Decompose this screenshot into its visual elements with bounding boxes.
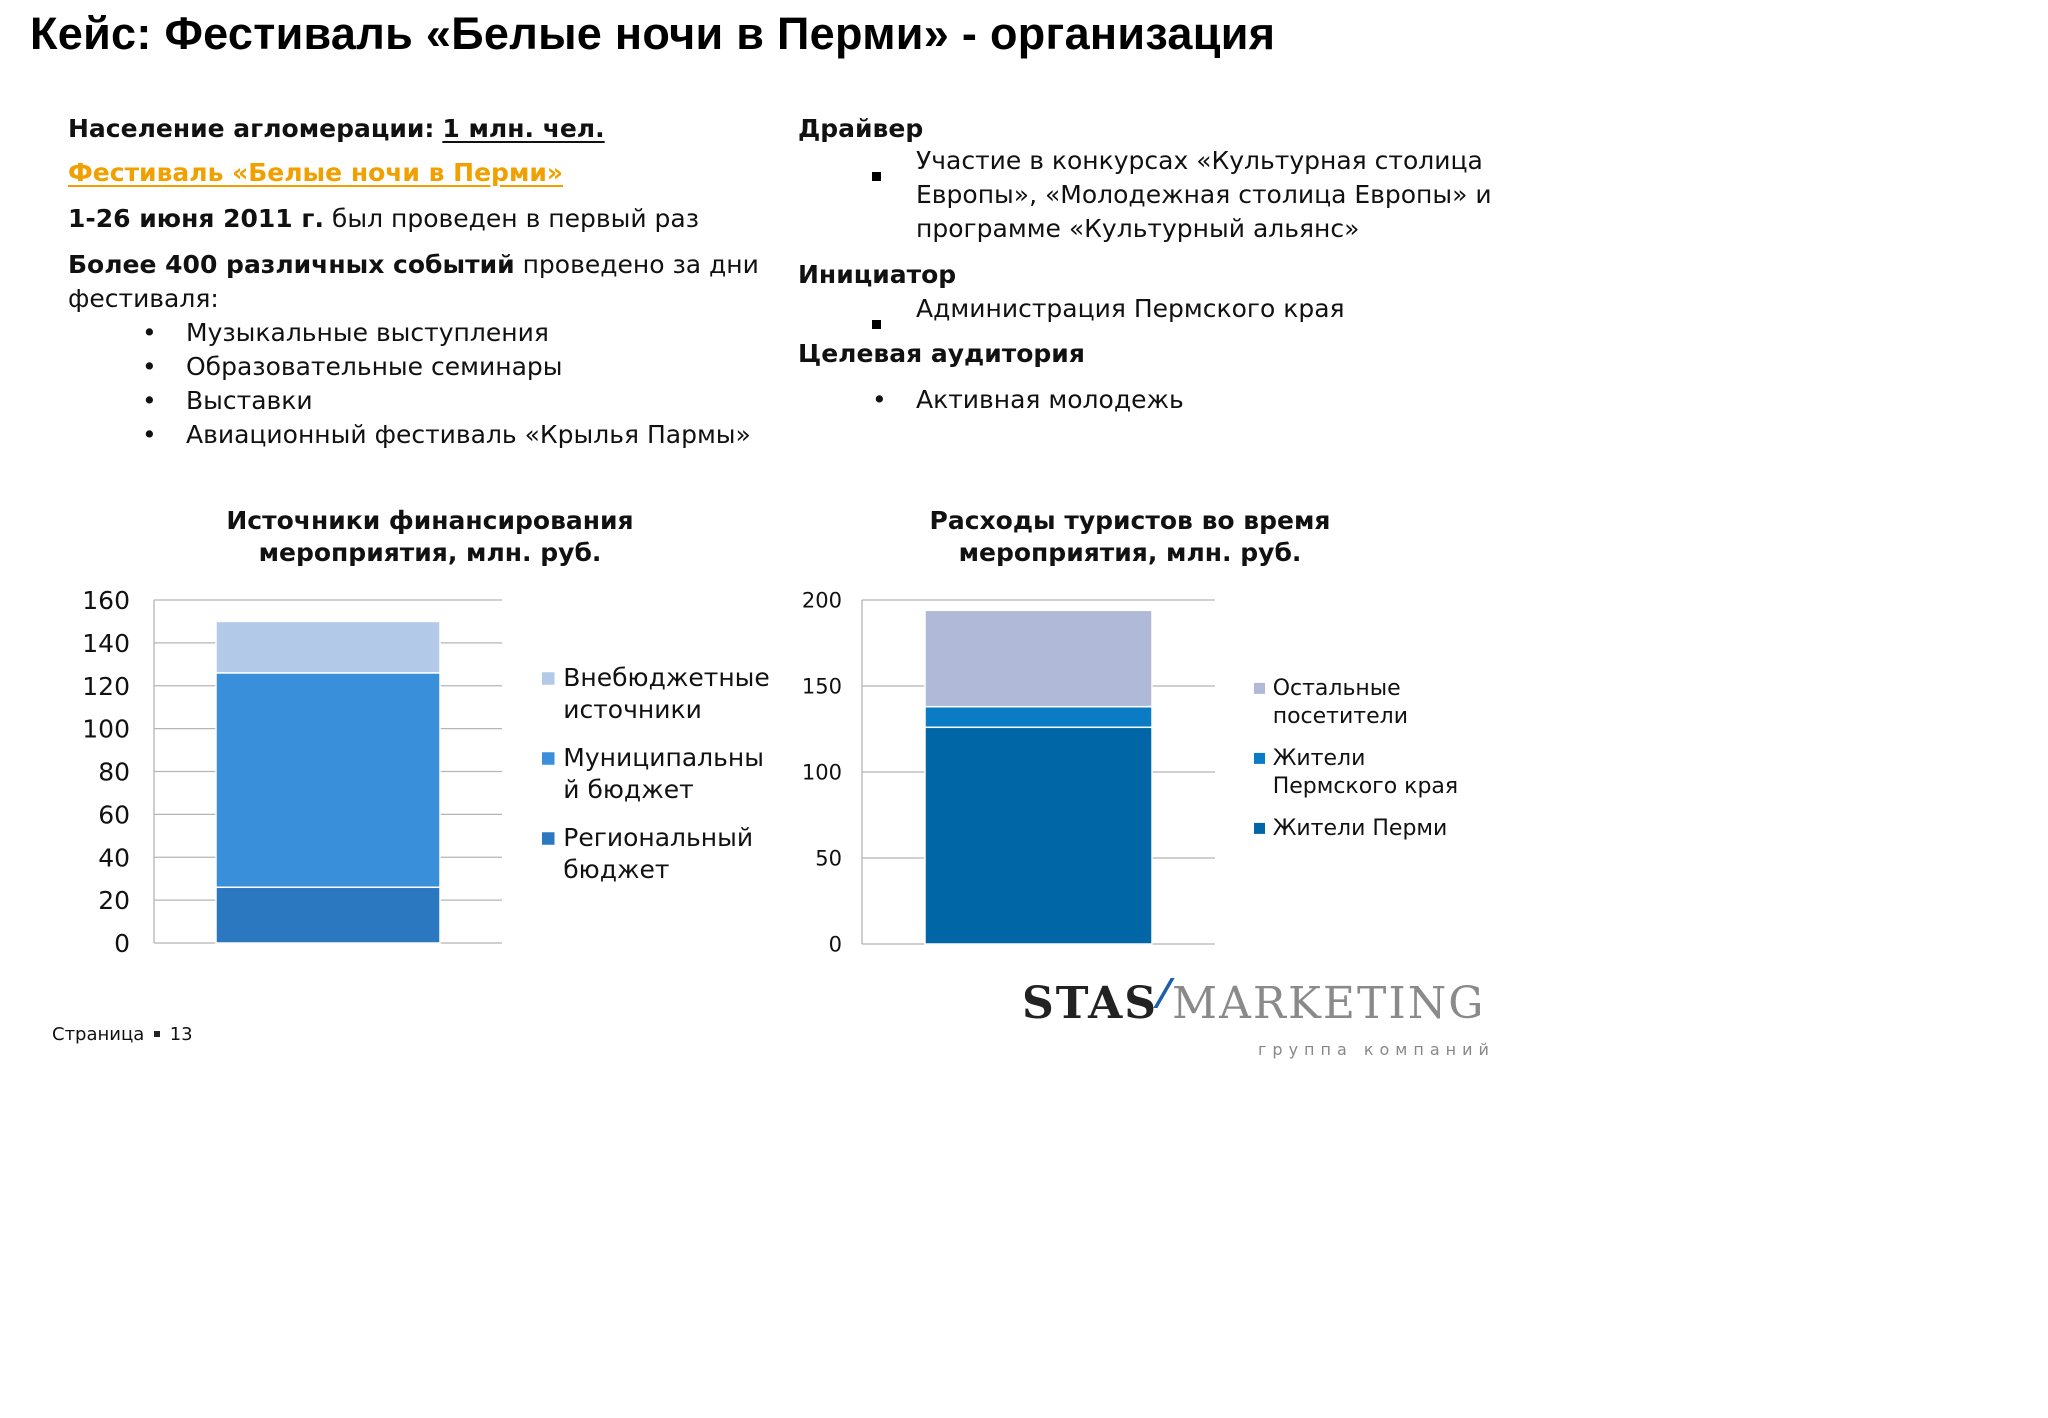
y-tick-label: 150: [802, 675, 842, 699]
events-rest: проведено за дни: [522, 250, 759, 279]
chart2-title-line: Расходы туристов во время: [929, 506, 1331, 535]
funding-chart: 0 20 40 60 80 100 120 140 160 Внебюджетные источни…: [82, 586, 770, 958]
spending-chart: 0 50 100 150 200 Остальные посетители Жители Пер…: [802, 589, 1458, 957]
driver-item-line: Европы», «Молодежная столица Европы» и: [916, 180, 1492, 209]
initiator-item-text: Администрация Пермского края: [916, 294, 1345, 323]
list-item: • Выставки: [142, 384, 842, 418]
bullet-dot-icon: •: [142, 318, 157, 347]
bar-segment: [215, 672, 441, 889]
list-item-text: Музыкальные выступления: [186, 318, 549, 347]
legend-label: Жители Перми: [1273, 816, 1448, 841]
driver-item-line: программе «Культурный альянс»: [916, 214, 1360, 243]
list-item-text: Выставки: [186, 386, 313, 415]
legend-swatch: [1254, 682, 1265, 694]
chart2-title-line: мероприятия, млн. руб.: [958, 538, 1302, 567]
chart1-title: Источники финансирования мероприятия, мл…: [180, 505, 680, 569]
page-number: 13: [169, 1024, 193, 1045]
y-tick-label: 50: [815, 847, 842, 871]
dates-line: 1-26 июня 2011 г. был проведен в первый …: [68, 202, 699, 236]
events-bold: Более 400 различных событий: [68, 250, 515, 279]
y-tick-label: 20: [98, 886, 130, 915]
bullet-dot-icon: •: [142, 352, 157, 381]
logo-left-text: STAS: [1022, 978, 1159, 1029]
chart1-title-line: Источники финансирования: [226, 506, 634, 535]
legend-swatch: [542, 832, 555, 845]
legend-label: й бюджет: [563, 775, 693, 804]
audience-item-text: Активная молодежь: [916, 385, 1184, 414]
legend-label: Внебюджетные: [563, 663, 770, 692]
dates-rest: был проведен в первый раз: [331, 204, 700, 233]
legend-swatch: [542, 752, 555, 765]
population-line: Население агломерации: 1 млн. чел.: [68, 112, 605, 146]
y-tick-label: 140: [82, 629, 130, 658]
events-line-2: фестиваля:: [68, 284, 219, 313]
bar-segment: [215, 886, 441, 944]
legend-swatch: [542, 672, 555, 685]
logo-right-text: MARKETING: [1172, 978, 1486, 1029]
driver-heading: Драйвер: [798, 114, 924, 143]
legend-swatch: [1254, 752, 1265, 764]
legend-label: бюджет: [563, 855, 669, 884]
legend-label: источники: [563, 695, 702, 724]
audience-heading: Целевая аудитория: [798, 339, 1085, 368]
audience-item: • Активная молодежь: [872, 383, 1542, 417]
legend-label: Муниципальны: [563, 743, 764, 772]
bullet-dot-icon: •: [872, 385, 887, 414]
legend-label: посетители: [1273, 704, 1408, 729]
festival-link-line: Фестиваль «Белые ночи в Перми»: [68, 156, 563, 190]
y-tick-label: 40: [98, 843, 130, 872]
y-tick-label: 100: [82, 715, 130, 744]
chart2-title: Расходы туристов во время мероприятия, м…: [880, 505, 1380, 569]
events-line: Более 400 различных событий проведено за…: [68, 248, 759, 282]
driver-item-line: Участие в конкурсах «Культурная столица: [916, 146, 1483, 175]
page-separator-icon: [154, 1030, 160, 1037]
page-title: Кейс: Фестиваль «Белые ночи в Перми» - о…: [30, 8, 1276, 59]
list-item: • Музыкальные выступления: [142, 316, 842, 350]
y-tick-label: 100: [802, 761, 842, 785]
bar-segment: [215, 620, 441, 674]
driver-item: Участие в конкурсах «Культурная столица …: [872, 144, 1542, 246]
bullet-dot-icon: •: [142, 420, 157, 449]
legend-label: Жители: [1273, 746, 1366, 771]
company-logo: STAS MARKETING: [1022, 978, 1485, 1029]
bar-segment: [924, 705, 1153, 729]
y-tick-label: 160: [82, 586, 130, 615]
bar-segment: [924, 726, 1153, 945]
y-tick-label: 200: [802, 589, 842, 613]
y-tick-label: 120: [82, 672, 130, 701]
festival-link[interactable]: Фестиваль «Белые ночи в Перми»: [68, 158, 564, 187]
y-tick-label: 0: [114, 929, 130, 958]
legend-label: Региональный: [563, 823, 753, 852]
legend-label: Остальные: [1273, 676, 1401, 701]
list-item: • Авиационный фестиваль «Крылья Пармы»: [142, 418, 842, 452]
population-label: Население агломерации:: [68, 114, 435, 143]
list-item-text: Авиационный фестиваль «Крылья Пармы»: [186, 420, 751, 449]
legend-swatch: [1254, 822, 1265, 834]
bar-segment: [924, 609, 1153, 708]
dates-bold: 1-26 июня 2011 г.: [68, 204, 324, 233]
logo-subtitle: группа компаний: [1258, 1040, 1495, 1059]
initiator-item: Администрация Пермского края: [872, 292, 1542, 329]
y-tick-label: 0: [829, 933, 842, 957]
legend-label: Пермского края: [1273, 774, 1458, 799]
bullet-dot-icon: •: [142, 386, 157, 415]
y-tick-label: 60: [98, 800, 130, 829]
list-item-text: Образовательные семинары: [186, 352, 563, 381]
initiator-heading: Инициатор: [798, 260, 957, 289]
bullet-square-icon: [872, 304, 881, 338]
bullet-square-icon: [872, 156, 881, 190]
list-item: • Образовательные семинары: [142, 350, 842, 384]
population-value: 1 млн. чел.: [442, 114, 605, 143]
y-tick-label: 80: [98, 758, 130, 787]
page-footer: Страница 13: [52, 1024, 193, 1045]
page-label: Страница: [52, 1024, 145, 1045]
chart1-title-line: мероприятия, млн. руб.: [258, 538, 602, 567]
